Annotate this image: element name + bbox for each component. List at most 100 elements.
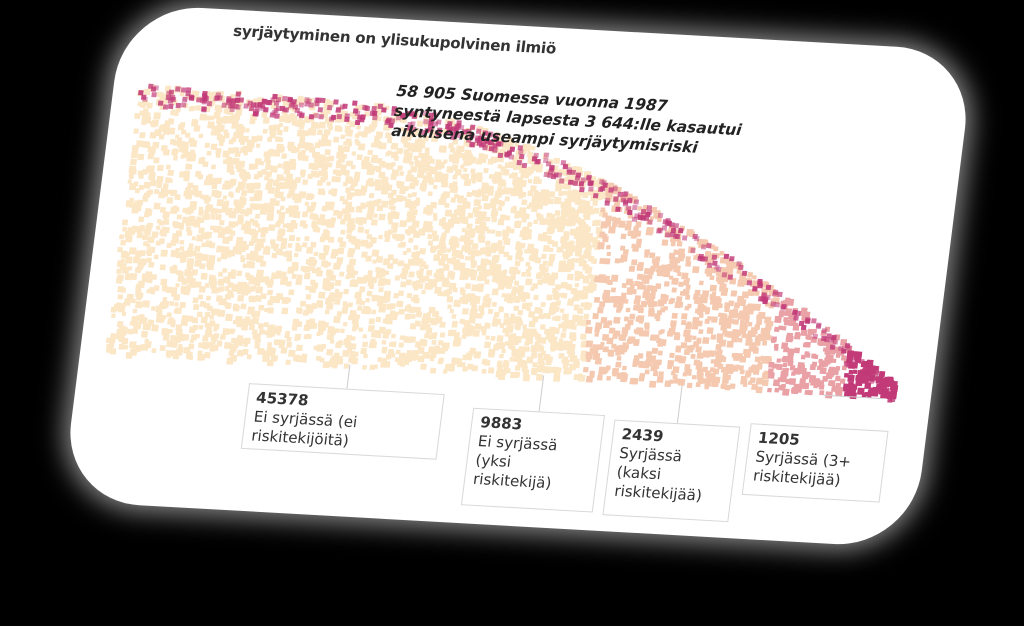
- dot-0: [286, 336, 292, 342]
- dot-0: [429, 245, 437, 253]
- dot-0: [488, 352, 494, 358]
- dot-0: [174, 302, 179, 307]
- dot-0: [356, 154, 363, 161]
- dot-0: [509, 357, 515, 362]
- dot-0: [443, 159, 448, 164]
- dot-1: [656, 269, 665, 277]
- accent-dot: [815, 322, 822, 328]
- dot-2: [789, 378, 795, 384]
- dot-0: [324, 309, 330, 315]
- dot-0: [277, 294, 283, 300]
- dot-0: [413, 155, 419, 161]
- dot-1: [621, 283, 627, 288]
- dot-0: [277, 230, 283, 235]
- dot-0: [591, 241, 599, 248]
- dot-0: [389, 351, 395, 356]
- dot-0: [538, 313, 545, 320]
- dot-0: [146, 325, 152, 331]
- dot-0: [202, 215, 207, 221]
- dot-1: [644, 253, 649, 258]
- dot-0: [224, 302, 232, 310]
- dot-0: [521, 302, 529, 310]
- dot-0: [378, 213, 386, 221]
- dot-0: [213, 111, 221, 120]
- dot-0: [421, 290, 426, 295]
- accent-dot: [225, 96, 232, 102]
- dot-0: [244, 220, 252, 228]
- dot-2: [780, 383, 787, 389]
- dot-1: [605, 244, 611, 250]
- dot-0: [219, 220, 225, 226]
- dot-1: [764, 316, 772, 324]
- dot-0: [281, 296, 290, 305]
- accent-dot: [556, 172, 563, 178]
- dot-0: [305, 285, 311, 291]
- dot-1: [606, 320, 613, 326]
- dot-0: [222, 268, 228, 273]
- dot-0: [288, 289, 295, 296]
- dot-0: [334, 280, 340, 286]
- dot-0: [141, 275, 150, 283]
- dot-0: [246, 354, 252, 360]
- dot-0: [333, 315, 341, 324]
- dot-1: [638, 307, 645, 314]
- dot-0: [135, 288, 142, 295]
- accent-dot: [157, 100, 164, 106]
- dot-0: [243, 342, 249, 347]
- dot-0: [205, 260, 214, 268]
- dot-0: [484, 341, 492, 349]
- dot-0: [148, 287, 154, 293]
- accent-dot: [765, 284, 772, 291]
- dot-0: [231, 283, 239, 291]
- dot-0: [364, 229, 370, 234]
- dot-0: [471, 269, 478, 276]
- accent-dot: [852, 358, 858, 364]
- dot-0: [354, 243, 361, 250]
- accent-dot: [328, 116, 335, 122]
- dot-0: [406, 350, 413, 356]
- dot-2: [835, 375, 841, 381]
- dot-0: [340, 164, 347, 171]
- dot-0: [586, 266, 592, 272]
- dot-1: [754, 356, 761, 363]
- dot-0: [228, 139, 234, 145]
- legend-box-two-risk: 2439 Syrjässä (kaksi riskitekijää): [602, 419, 741, 523]
- dot-0: [477, 188, 484, 195]
- accent-dot: [292, 104, 299, 110]
- dot-0: [235, 248, 243, 255]
- accent-dot: [873, 368, 880, 374]
- dot-0: [316, 129, 323, 136]
- dot-0: [181, 277, 186, 282]
- dot-0: [204, 240, 213, 248]
- dot-3: [848, 369, 854, 375]
- dot-0: [327, 326, 335, 333]
- dot-0: [205, 295, 212, 301]
- dot-0: [210, 214, 216, 220]
- accent-dot: [162, 104, 169, 110]
- dot-0: [404, 313, 412, 320]
- dot-0: [552, 366, 560, 374]
- dot-0: [153, 254, 159, 260]
- dot-0: [244, 316, 251, 323]
- dot-0: [153, 202, 161, 210]
- dot-0: [342, 181, 348, 187]
- dot-0: [232, 221, 239, 227]
- dot-0: [199, 286, 206, 293]
- dot-0: [507, 337, 516, 345]
- dot-0: [352, 323, 360, 330]
- dot-0: [539, 324, 546, 330]
- dot-1: [755, 335, 762, 341]
- dot-0: [390, 145, 396, 150]
- dot-1: [613, 345, 621, 352]
- dot-1: [702, 337, 710, 345]
- dot-0: [528, 302, 533, 307]
- dot-0: [524, 340, 530, 346]
- dot-1: [680, 313, 688, 320]
- dot-0: [473, 199, 482, 207]
- dot-1: [739, 369, 745, 375]
- dot-0: [554, 306, 560, 312]
- dot-0: [162, 183, 169, 189]
- dot-0: [426, 225, 434, 233]
- dot-0: [473, 351, 482, 359]
- dot-0: [327, 282, 335, 289]
